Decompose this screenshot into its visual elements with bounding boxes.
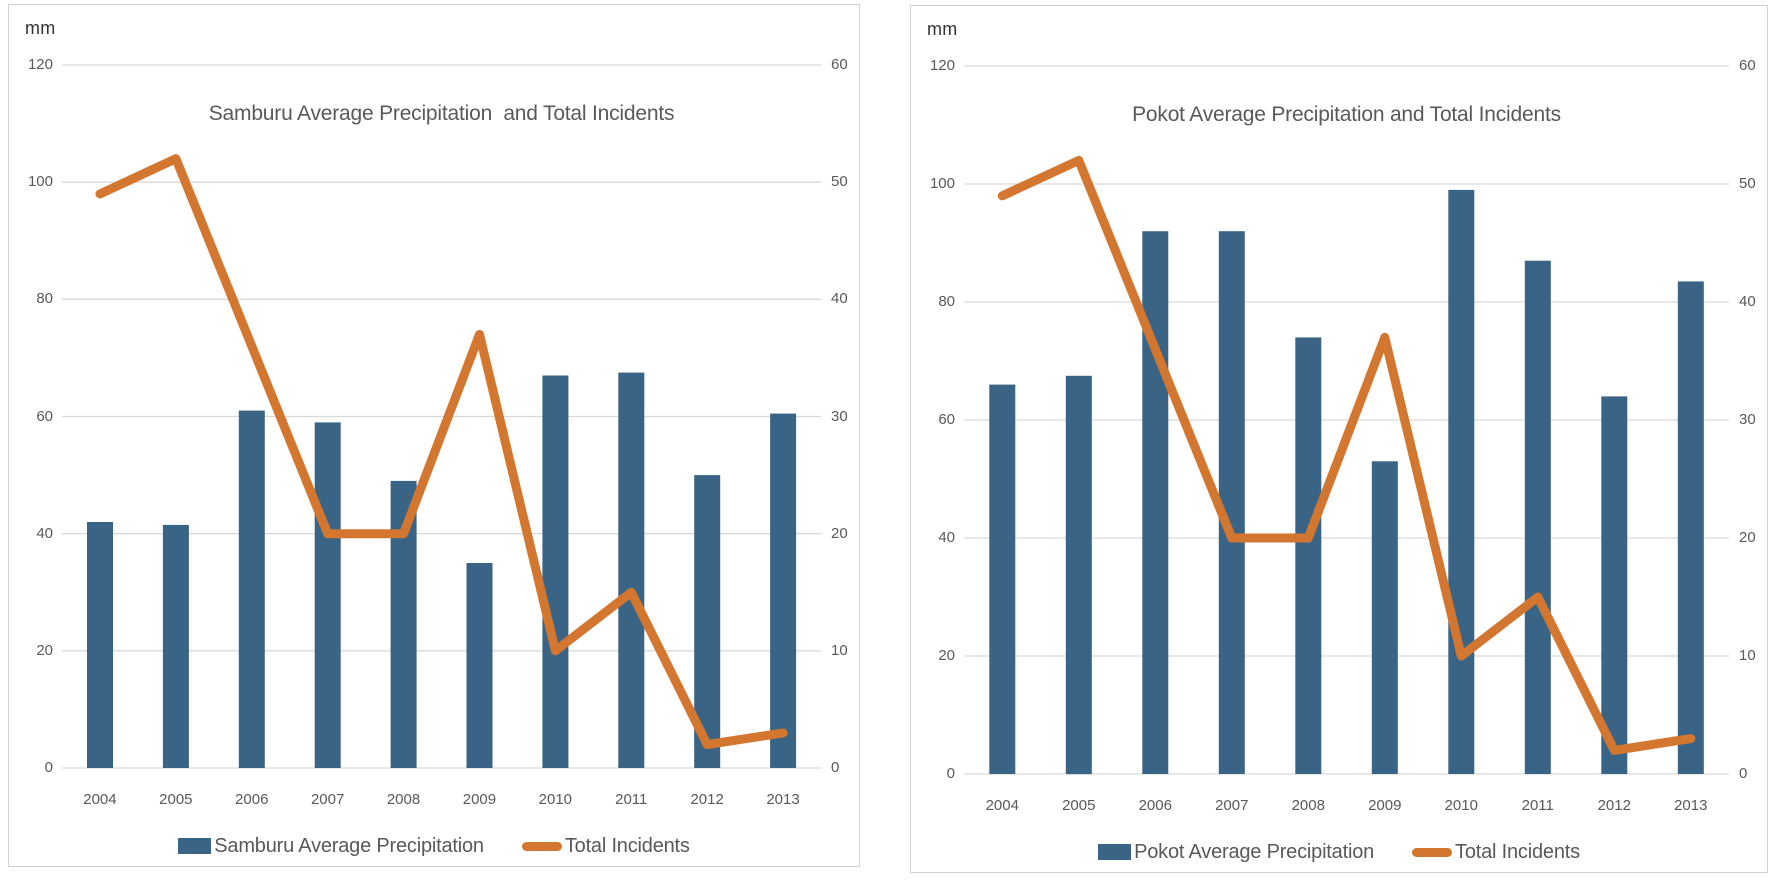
y-right-tick-30: 30 (1739, 411, 1756, 428)
bar-2010 (542, 375, 569, 768)
y-right-tick-50: 50 (1739, 175, 1756, 192)
y-right-tick-10: 10 (1739, 647, 1756, 664)
y-left-tick-40: 40 (938, 529, 955, 546)
y-right-tick-40: 40 (831, 290, 848, 308)
y-left-tick-60: 60 (36, 407, 53, 425)
y-right-tick-20: 20 (1739, 529, 1756, 546)
bar-2004 (87, 522, 113, 768)
samburu-chart-panel: mm Samburu Average Precipitation and Tot… (8, 4, 860, 867)
bar-2007 (1218, 231, 1245, 774)
samburu-chart-title: Samburu Average Precipitation and Total … (208, 102, 675, 125)
y-left-tick-100: 100 (929, 175, 955, 192)
legend-label-incidents: Total Incidents (1455, 840, 1580, 863)
y-left-tick-20: 20 (36, 641, 53, 659)
y-left-tick-120: 120 (27, 56, 53, 73)
bar-2012 (1601, 396, 1628, 774)
total-incidents-line (997, 155, 1696, 755)
y-left-tick-80: 80 (36, 290, 53, 308)
bar-2006 (1142, 231, 1169, 774)
x-label-2012: 2012 (690, 791, 724, 808)
y-left-tick-60: 60 (938, 411, 955, 428)
x-label-2008: 2008 (1291, 797, 1325, 814)
samburu-legend-item-incidents: Total Incidents (521, 834, 690, 858)
bar-2006 (238, 410, 265, 768)
pokot-chart-panel: mm Pokot Average Precipitation and Total… (910, 5, 1768, 873)
y-right-tick-0: 0 (831, 759, 840, 776)
pokot-legend-item-precipitation: Pokot Average Precipitation (1098, 841, 1374, 864)
pokot-legend: Pokot Average Precipitation Total Incide… (911, 836, 1767, 868)
bar-2011 (1524, 260, 1551, 774)
y-left-tick-80: 80 (938, 293, 955, 310)
y-right-tick-20: 20 (831, 524, 848, 542)
y-right-tick-60: 60 (831, 56, 848, 73)
plot-area (964, 65, 1729, 775)
samburu-legend: Samburu Average Precipitation Total Inci… (9, 830, 859, 862)
bar-2008 (1295, 337, 1322, 774)
line-series-swatch (1412, 847, 1453, 857)
bar-2010 (1448, 189, 1475, 774)
bar-2011 (618, 372, 645, 768)
pokot-y-axis-unit-label: mm (927, 19, 958, 39)
y-left-tick-20: 20 (938, 647, 955, 664)
bar-series-swatch (178, 838, 212, 854)
plot-area (62, 64, 821, 769)
total-incidents-line (95, 154, 788, 750)
x-label-2010: 2010 (538, 791, 573, 808)
bar-2004 (989, 384, 1016, 774)
x-label-2004: 2004 (83, 791, 117, 808)
x-label-2004: 2004 (985, 797, 1019, 814)
bar-2005 (162, 524, 189, 768)
y-left-tick-0: 0 (946, 765, 955, 782)
x-label-2013: 2013 (766, 791, 800, 808)
x-label-2011: 2011 (1521, 797, 1554, 814)
pokot-legend-item-incidents: Total Incidents (1412, 841, 1580, 864)
pokot-chart-title: Pokot Average Precipitation and Total In… (1132, 103, 1561, 126)
x-label-2009: 2009 (1368, 797, 1402, 814)
bar-2009 (1371, 461, 1398, 774)
legend-label-precipitation: Samburu Average Precipitation (214, 834, 484, 857)
y-right-tick-30: 30 (831, 407, 848, 425)
x-label-2006: 2006 (1138, 797, 1172, 814)
x-label-2012: 2012 (1597, 797, 1631, 814)
y-right-tick-0: 0 (1739, 765, 1748, 782)
legend-label-incidents: Total Incidents (564, 834, 690, 857)
x-label-2007: 2007 (310, 791, 345, 808)
samburu-y-axis-unit-label: mm (25, 18, 56, 38)
x-label-2010: 2010 (1444, 797, 1478, 814)
samburu-legend-item-precipitation: Samburu Average Precipitation (178, 835, 484, 858)
x-label-2006: 2006 (235, 791, 269, 808)
bar-2013 (770, 413, 797, 768)
y-left-tick-100: 100 (27, 173, 53, 191)
bar-2009 (466, 563, 493, 768)
x-label-2005: 2005 (159, 791, 193, 808)
y-right-tick-40: 40 (1739, 293, 1756, 310)
bar-2005 (1065, 375, 1092, 775)
line-series-swatch (521, 841, 562, 851)
y-left-tick-120: 120 (929, 57, 955, 74)
legend-label-precipitation: Pokot Average Precipitation (1134, 840, 1375, 863)
x-label-2008: 2008 (386, 791, 421, 808)
x-label-2011: 2011 (615, 791, 648, 808)
x-label-2013: 2013 (1674, 797, 1708, 814)
bar-2007 (314, 422, 341, 768)
y-right-tick-50: 50 (831, 173, 848, 191)
bar-2013 (1677, 281, 1704, 774)
y-right-tick-10: 10 (831, 641, 848, 659)
x-label-2005: 2005 (1062, 797, 1096, 814)
y-right-tick-60: 60 (1739, 57, 1756, 74)
x-label-2009: 2009 (462, 791, 497, 808)
x-label-2007: 2007 (1215, 797, 1249, 814)
y-left-tick-0: 0 (44, 759, 53, 776)
y-left-tick-40: 40 (36, 524, 53, 542)
bar-series-swatch (1098, 844, 1132, 860)
